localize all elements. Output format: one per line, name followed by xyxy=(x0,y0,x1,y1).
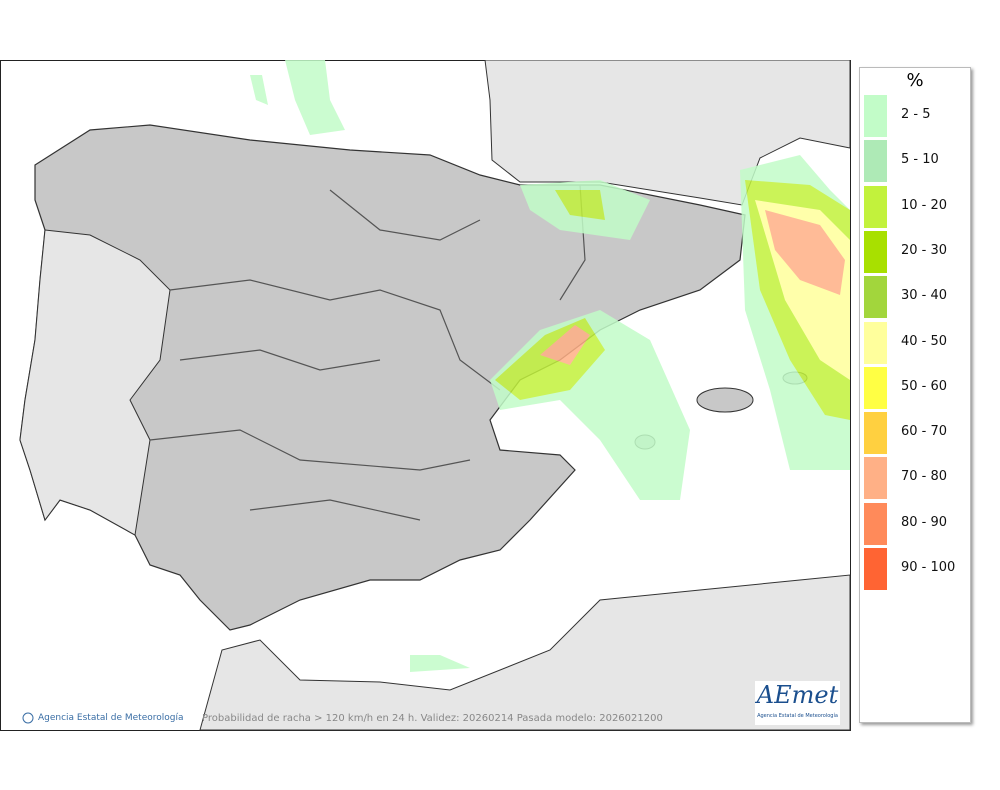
legend-item: 2 - 5 xyxy=(864,95,968,137)
legend-item: 60 - 70 xyxy=(864,412,968,455)
legend-item: 10 - 20 xyxy=(864,185,968,228)
legend-item: 30 - 40 xyxy=(864,276,968,319)
area xyxy=(410,655,470,672)
area xyxy=(250,75,268,105)
legend-label: 2 - 5 xyxy=(901,107,931,122)
legend: % 2 - 5 5 - 10 10 - 20 20 - 30 30 - 40 40 - 5… xyxy=(859,67,971,723)
legend-swatch xyxy=(864,412,887,455)
attribution: Agencia Estatal de Meteorología xyxy=(38,713,184,723)
legend-swatch xyxy=(864,548,887,590)
legend-swatch xyxy=(864,95,887,137)
region-borders xyxy=(149,184,586,521)
legend-swatch xyxy=(864,457,887,500)
legend-item: 40 - 50 xyxy=(864,321,968,364)
legend-title: % xyxy=(906,70,924,91)
legend-label: 80 - 90 xyxy=(901,514,948,530)
legend-swatch xyxy=(864,321,887,364)
logo: AEmet Agencia Estatal de Meteorología xyxy=(755,681,840,725)
logo-subtitle: Agencia Estatal de Meteorología xyxy=(757,713,838,719)
legend-item: 80 - 90 xyxy=(864,502,968,545)
legend-swatch xyxy=(864,230,887,273)
mallorca xyxy=(696,387,754,413)
map xyxy=(0,60,851,731)
probability-areas xyxy=(250,60,850,672)
legend-item: 90 - 100 xyxy=(864,548,968,590)
caption: Probabilidad de racha > 120 km/h en 24 h… xyxy=(202,713,663,724)
legend-swatch xyxy=(864,140,887,183)
area xyxy=(765,210,845,295)
legend-item: 20 - 30 xyxy=(864,230,968,273)
legend-item: 50 - 60 xyxy=(864,366,968,409)
africa xyxy=(199,574,851,731)
legend-item: 5 - 10 xyxy=(864,140,968,183)
legend-swatch xyxy=(864,185,887,228)
legend-swatch xyxy=(864,276,887,319)
legend-label: 60 - 70 xyxy=(901,424,948,440)
legend-label: 30 - 40 xyxy=(901,288,948,304)
france xyxy=(484,60,851,206)
legend-label: 20 - 30 xyxy=(901,242,948,258)
legend-label: 5 - 10 xyxy=(901,152,939,168)
legend-item: 70 - 80 xyxy=(864,457,968,500)
portugal xyxy=(19,229,171,536)
legend-label: 70 - 80 xyxy=(901,469,948,485)
area xyxy=(555,190,605,220)
legend-label: 40 - 50 xyxy=(901,333,948,349)
legend-label: 10 - 20 xyxy=(901,197,948,213)
legend-swatch xyxy=(864,366,887,409)
legend-label: 50 - 60 xyxy=(901,378,948,394)
legend-label: 90 - 100 xyxy=(901,560,956,575)
legend-swatch xyxy=(864,502,887,545)
area xyxy=(540,325,590,365)
copyright-icon xyxy=(22,712,34,724)
area xyxy=(285,60,345,135)
logo-name: AEmet xyxy=(756,681,839,709)
